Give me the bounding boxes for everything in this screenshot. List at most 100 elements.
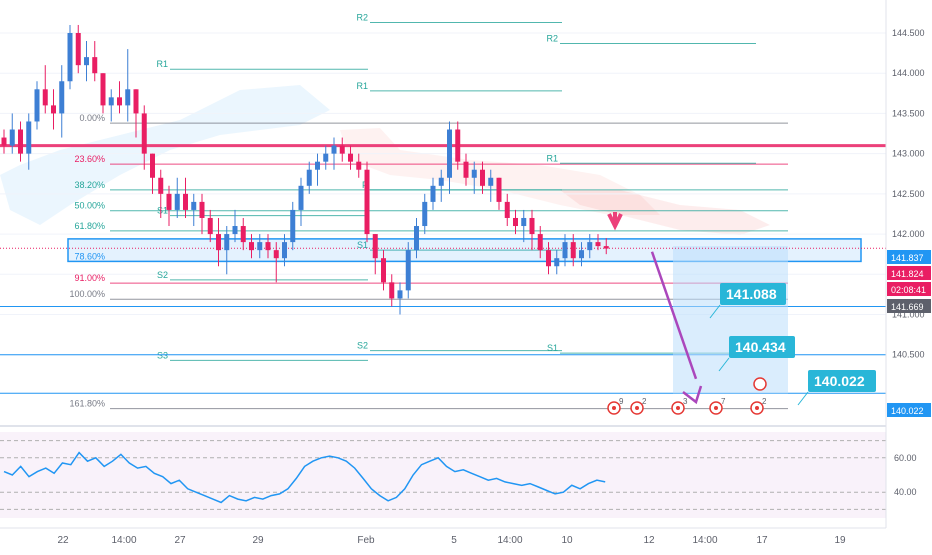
target-price-label: 140.434 [735,339,786,355]
candle-body [348,153,353,162]
candle-body [554,258,560,267]
candle-body [389,282,395,299]
candle-body [455,129,461,162]
pivot-level-label: S2 [357,341,368,351]
candle-body [579,250,584,259]
candle-body [92,57,98,74]
event-count: 2 [762,397,767,406]
candle-body [100,73,106,106]
cloud-area-red-2 [560,190,770,235]
pivot-level-label: R1 [546,153,558,163]
candle-body [364,169,370,235]
price-axis-label: 02:08:41 [891,285,926,295]
candle-body [562,242,568,259]
price-axis-label-bg [887,282,931,296]
event-icon-dot [714,406,718,410]
pivot-level-label: R2 [356,13,368,23]
candle-body [265,242,271,251]
candle-body [117,97,122,106]
price-axis-label: 140.022 [891,406,924,416]
fib-level-label: 61.80% [74,221,105,231]
candle-body [18,129,23,154]
price-axis-tick: 144.000 [892,68,925,78]
candle-body [34,89,40,122]
candle-body [199,201,205,218]
candle-body [414,226,419,251]
price-axis-label-bg [887,266,931,280]
candle-body [405,250,411,291]
target-label-pointer [709,304,721,319]
candle-body [513,217,518,227]
candle-body [372,234,378,259]
fib-level-label: 23.60% [74,154,105,164]
cloud-area-red [340,128,660,215]
candle-body [306,169,312,186]
projection-arrow [650,251,698,380]
candle-body [224,234,230,251]
event-icon [753,377,767,391]
candle-body [298,185,304,210]
candle-body [59,81,65,114]
candle-body [232,226,238,235]
candle-body [504,201,510,218]
fib-level-label: 100.00% [69,289,105,299]
candle-body [397,290,403,299]
candle-body [603,246,609,249]
event-icon-dot [755,406,759,410]
price-axis-label-bg [887,403,931,417]
candle-body [488,177,494,186]
rsi-axis-tick: 60.00 [894,453,917,463]
candle-body [216,234,221,251]
target-label-pointer [797,391,809,406]
price-axis-tick: 141.000 [892,309,925,319]
time-axis-tick: 12 [643,535,655,546]
candle-body [315,161,320,170]
pivot-level-label: S2 [157,270,168,280]
candle-body [249,242,254,251]
time-axis-tick: 19 [834,535,846,546]
time-axis-tick: 5 [451,535,457,546]
candle-body [273,250,279,259]
price-axis-tick: 143.500 [892,108,925,118]
target-price-label-bg [720,283,786,305]
candle-body [521,217,527,227]
candle-body [84,57,89,66]
price-axis-tick: 140.500 [892,350,925,360]
candle-body [447,129,452,178]
fib-level-label: 78.60% [74,251,105,261]
candle-body [42,89,48,106]
candle-body [26,121,32,154]
event-icon-dot [676,406,680,410]
candle-body [339,145,345,154]
event-count: 9 [619,397,624,406]
event-icon-dot [635,406,639,410]
candle-body [108,97,114,106]
candle-body [166,193,172,210]
candle-body [463,161,469,178]
time-axis-tick: 14:00 [692,535,717,546]
time-axis-tick: 14:00 [497,535,522,546]
pivot-level-label: S1 [357,240,368,250]
candle-body [529,217,535,235]
candle-body [191,201,197,210]
target-price-label: 140.022 [814,373,865,389]
candle-body [480,169,485,186]
event-count: 7 [721,397,726,406]
candle-body [150,153,155,178]
time-axis-tick: Feb [357,535,375,546]
pivot-level-label: R1 [156,59,168,69]
time-axis-tick: 29 [252,535,264,546]
fib-level-label: 91.00% [74,273,105,283]
candle-body [570,242,576,259]
price-axis-label-bg [887,250,931,264]
candle-body [1,137,7,146]
price-axis-label: 141.824 [891,269,924,279]
time-axis-tick: 27 [174,535,186,546]
fib-level-label: 0.00% [79,113,105,123]
candle-body [125,89,131,106]
target-box [673,246,788,394]
candle-body [356,161,362,170]
candle-body [537,234,543,251]
